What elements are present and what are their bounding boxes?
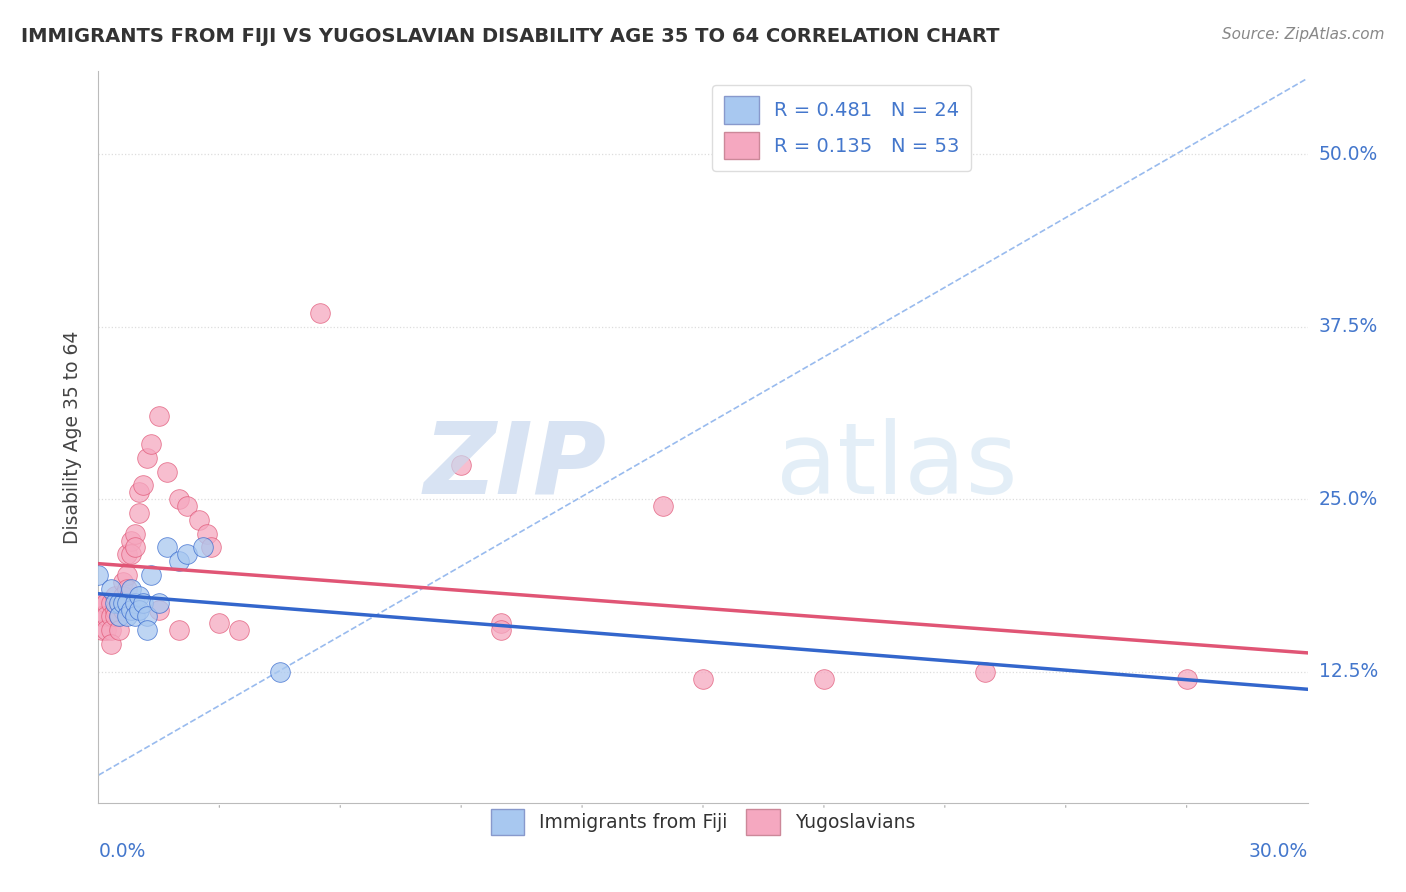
Point [491, 616, 513, 631]
Point [87, 609, 110, 624]
Point [128, 506, 150, 520]
Point [148, 409, 170, 424]
Text: 12.5%: 12.5% [1319, 662, 1378, 681]
Point [132, 478, 155, 492]
Point [107, 624, 129, 638]
Point [103, 596, 125, 610]
Point [115, 568, 138, 582]
Point [200, 541, 222, 555]
Point [156, 465, 179, 479]
Point [139, 437, 162, 451]
Text: 37.5%: 37.5% [1319, 318, 1378, 336]
Point [120, 533, 142, 548]
Text: 0.0%: 0.0% [98, 842, 146, 861]
Point [176, 499, 198, 513]
Point [167, 492, 190, 507]
Point [269, 665, 291, 679]
Point [128, 602, 150, 616]
Point [107, 596, 129, 610]
Point [124, 541, 146, 555]
Point [309, 306, 332, 320]
Point [100, 637, 122, 651]
Point [167, 624, 190, 638]
Point [96, 596, 118, 610]
Point [111, 574, 134, 589]
Point [87, 568, 110, 582]
Text: Source: ZipAtlas.com: Source: ZipAtlas.com [1222, 27, 1385, 42]
Point [103, 602, 125, 616]
Text: ZIP: ZIP [423, 417, 606, 515]
Point [115, 582, 138, 596]
Point [148, 596, 170, 610]
Point [115, 596, 138, 610]
Point [96, 609, 118, 624]
Point [100, 624, 122, 638]
Point [135, 624, 157, 638]
Point [156, 541, 179, 555]
Point [96, 624, 118, 638]
Point [91, 624, 114, 638]
Point [91, 609, 114, 624]
Point [193, 541, 215, 555]
Point [135, 450, 157, 465]
Point [974, 665, 997, 679]
Point [128, 589, 150, 603]
Point [100, 609, 122, 624]
Point [124, 596, 146, 610]
Point [111, 602, 134, 616]
Point [491, 624, 513, 638]
Point [188, 513, 211, 527]
Text: 50.0%: 50.0% [1319, 145, 1378, 163]
Text: 25.0%: 25.0% [1319, 490, 1378, 508]
Text: 30.0%: 30.0% [1249, 842, 1308, 861]
Point [124, 609, 146, 624]
Point [813, 672, 835, 686]
Point [120, 548, 142, 562]
Text: atlas: atlas [776, 417, 1017, 515]
Point [167, 554, 190, 568]
Point [195, 526, 218, 541]
Point [107, 596, 129, 610]
Point [100, 596, 122, 610]
Point [120, 602, 142, 616]
Point [135, 609, 157, 624]
Point [124, 526, 146, 541]
Point [692, 672, 714, 686]
Point [115, 548, 138, 562]
Point [111, 596, 134, 610]
Point [100, 582, 122, 596]
Point [148, 602, 170, 616]
Point [651, 499, 673, 513]
Point [176, 548, 198, 562]
Point [103, 589, 125, 603]
Point [107, 609, 129, 624]
Text: IMMIGRANTS FROM FIJI VS YUGOSLAVIAN DISABILITY AGE 35 TO 64 CORRELATION CHART: IMMIGRANTS FROM FIJI VS YUGOSLAVIAN DISA… [21, 27, 1000, 45]
Point [132, 596, 155, 610]
Point [128, 485, 150, 500]
Point [208, 616, 231, 631]
Point [91, 596, 114, 610]
Point [139, 568, 162, 582]
Point [103, 609, 125, 624]
Legend: Immigrants from Fiji, Yugoslavians: Immigrants from Fiji, Yugoslavians [481, 799, 925, 845]
Point [111, 589, 134, 603]
Point [107, 609, 129, 624]
Point [450, 458, 472, 472]
Point [1175, 672, 1198, 686]
Point [228, 624, 250, 638]
Point [120, 582, 142, 596]
Point [115, 609, 138, 624]
Point [87, 596, 110, 610]
Y-axis label: Disability Age 35 to 64: Disability Age 35 to 64 [63, 330, 82, 544]
